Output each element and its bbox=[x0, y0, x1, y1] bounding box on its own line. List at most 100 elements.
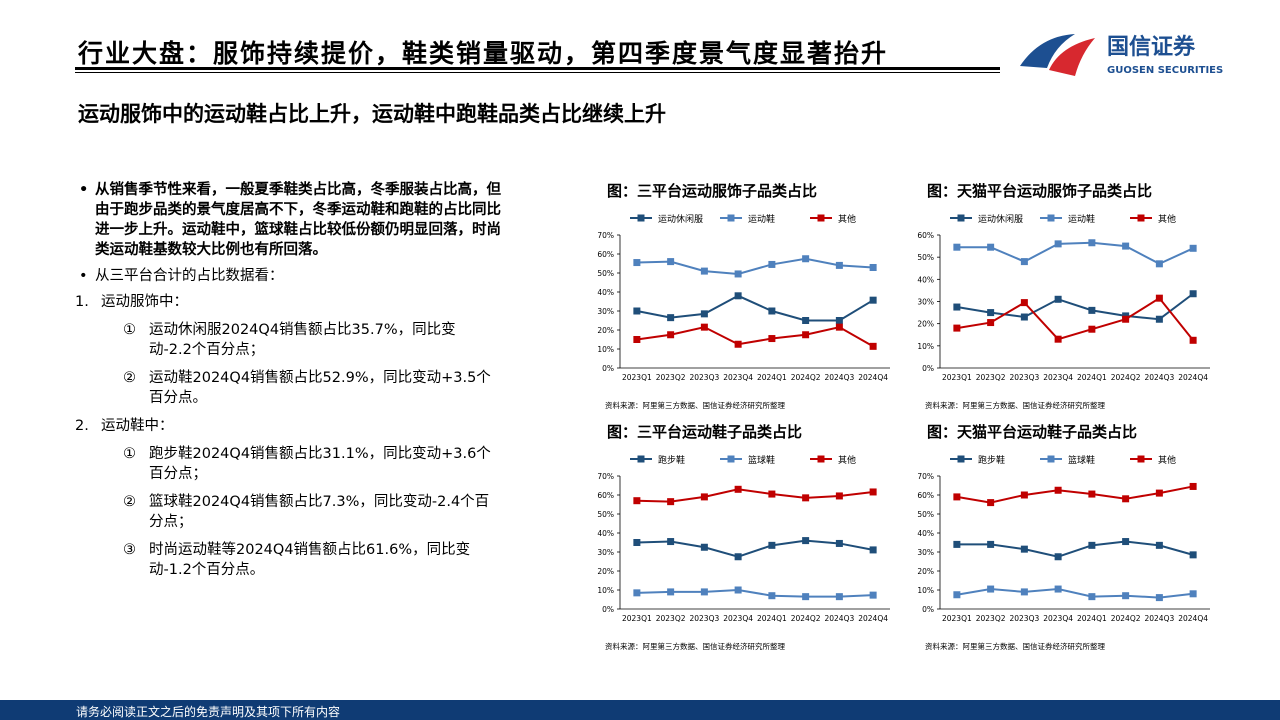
list-item: ② 运动鞋2024Q4销售额占比52.9%，同比变动+3.5个百分点。 bbox=[75, 368, 493, 408]
point bbox=[1122, 592, 1130, 600]
point bbox=[987, 319, 995, 327]
x-tick-label: 2023Q1 bbox=[942, 614, 972, 623]
legend-label: 篮球鞋 bbox=[1068, 454, 1095, 466]
point bbox=[633, 336, 641, 343]
point bbox=[768, 335, 776, 343]
list-item: ① 跑步鞋2024Q4销售额占比31.1%，同比变动+3.6个百分点； bbox=[75, 444, 493, 484]
point bbox=[802, 331, 810, 339]
x-tick-label: 2023Q1 bbox=[942, 373, 972, 382]
y-tick-label: 30% bbox=[917, 548, 934, 557]
x-tick-label: 2024Q3 bbox=[824, 614, 854, 623]
y-tick-label: 50% bbox=[597, 269, 614, 278]
item-marker: ② bbox=[123, 370, 136, 386]
section-marker: 1. bbox=[75, 294, 89, 310]
legend-label: 其他 bbox=[838, 454, 856, 466]
point bbox=[1155, 260, 1163, 268]
x-tick-label: 2024Q1 bbox=[757, 614, 787, 623]
legend-marker bbox=[1047, 214, 1055, 222]
section-heading-text: 运动服饰中： bbox=[101, 294, 188, 310]
series-line bbox=[636, 488, 874, 503]
x-tick-label: 2024Q2 bbox=[791, 614, 821, 623]
series-line bbox=[956, 588, 1194, 599]
y-tick-label: 0% bbox=[922, 605, 934, 614]
point bbox=[1020, 299, 1028, 307]
y-tick-label: 60% bbox=[597, 491, 614, 500]
point bbox=[1020, 491, 1028, 499]
point bbox=[802, 317, 810, 324]
point bbox=[1054, 486, 1062, 494]
legend-label: 运动鞋 bbox=[1068, 213, 1095, 225]
legend-marker bbox=[1047, 455, 1055, 463]
legend-marker bbox=[957, 214, 965, 222]
point bbox=[1189, 244, 1197, 252]
item-text: 跑步鞋2024Q4销售额占比31.1%，同比变动+3.6个百分点； bbox=[149, 446, 491, 482]
point bbox=[869, 591, 877, 599]
y-tick-label: 30% bbox=[597, 307, 614, 316]
x-tick-label: 2024Q3 bbox=[824, 373, 854, 382]
point bbox=[1020, 545, 1028, 553]
point bbox=[987, 309, 995, 317]
series-line bbox=[636, 257, 874, 275]
y-tick-label: 20% bbox=[917, 320, 934, 329]
legend-marker bbox=[637, 455, 645, 463]
section: 2. 运动鞋中： ① 跑步鞋2024Q4销售额占比31.1%，同比变动+3.6个百分点… bbox=[75, 416, 505, 580]
point bbox=[869, 488, 877, 496]
rule bbox=[75, 72, 1000, 73]
subtitle: 运动服饰中的运动鞋占比上升，运动鞋中跑鞋品类占比继续上升 bbox=[78, 102, 666, 126]
point bbox=[869, 546, 877, 554]
point bbox=[802, 255, 810, 263]
point bbox=[1054, 240, 1062, 248]
y-tick-label: 60% bbox=[597, 250, 614, 259]
chart-title: 图：三平台运动鞋子品类占比 bbox=[607, 423, 802, 441]
y-tick-label: 70% bbox=[597, 472, 614, 481]
point bbox=[1054, 553, 1062, 561]
logo-shape bbox=[1020, 34, 1075, 68]
y-tick-label: 10% bbox=[917, 342, 934, 351]
point bbox=[1088, 239, 1096, 247]
sections: 1. 运动服饰中： ① 运动休闲服2024Q4销售额占比35.7%，同比变动-2.2个… bbox=[75, 292, 505, 580]
point bbox=[987, 243, 995, 251]
point bbox=[768, 260, 776, 268]
point bbox=[953, 591, 961, 599]
y-tick-label: 10% bbox=[597, 586, 614, 595]
legend-label: 其他 bbox=[1158, 454, 1176, 466]
y-tick-label: 60% bbox=[917, 231, 934, 240]
point bbox=[1189, 336, 1197, 344]
point bbox=[633, 497, 641, 505]
y-tick-label: 20% bbox=[597, 326, 614, 335]
point bbox=[768, 541, 776, 549]
legend-label: 跑步鞋 bbox=[658, 454, 685, 466]
logo-name: 国信证券 bbox=[1107, 34, 1196, 60]
x-tick-label: 2024Q4 bbox=[858, 614, 888, 623]
point bbox=[1122, 495, 1130, 503]
legend-label: 篮球鞋 bbox=[748, 454, 775, 466]
point bbox=[1020, 313, 1028, 321]
point bbox=[835, 323, 843, 331]
section: 1. 运动服饰中： ① 运动休闲服2024Q4销售额占比35.7%，同比变动-2.2个… bbox=[75, 292, 505, 408]
logo-en: GUOSEN SECURITIES bbox=[1107, 65, 1223, 76]
section-heading-text: 运动鞋中： bbox=[101, 418, 174, 434]
point bbox=[1155, 315, 1163, 323]
point bbox=[1189, 482, 1197, 490]
point bbox=[1189, 551, 1197, 559]
legend-marker bbox=[817, 455, 825, 463]
y-tick-label: 30% bbox=[917, 298, 934, 307]
y-tick-label: 40% bbox=[597, 288, 614, 297]
x-tick-label: 2024Q3 bbox=[1144, 373, 1174, 382]
point bbox=[1122, 242, 1130, 250]
point bbox=[734, 292, 742, 300]
y-tick-label: 10% bbox=[917, 586, 934, 595]
point bbox=[667, 588, 675, 596]
x-tick-label: 2023Q3 bbox=[689, 373, 719, 382]
series-line bbox=[636, 588, 874, 598]
footer: 请务必阅读正文之后的免责声明及其项下所有内容 bbox=[0, 700, 1280, 720]
list-item: ③ 时尚运动鞋等2024Q4销售额占比61.6%，同比变动-1.2个百分点。 bbox=[75, 540, 493, 580]
point bbox=[700, 267, 708, 275]
point bbox=[987, 499, 995, 507]
point bbox=[1189, 590, 1197, 598]
point bbox=[802, 593, 810, 601]
point bbox=[1088, 593, 1096, 601]
